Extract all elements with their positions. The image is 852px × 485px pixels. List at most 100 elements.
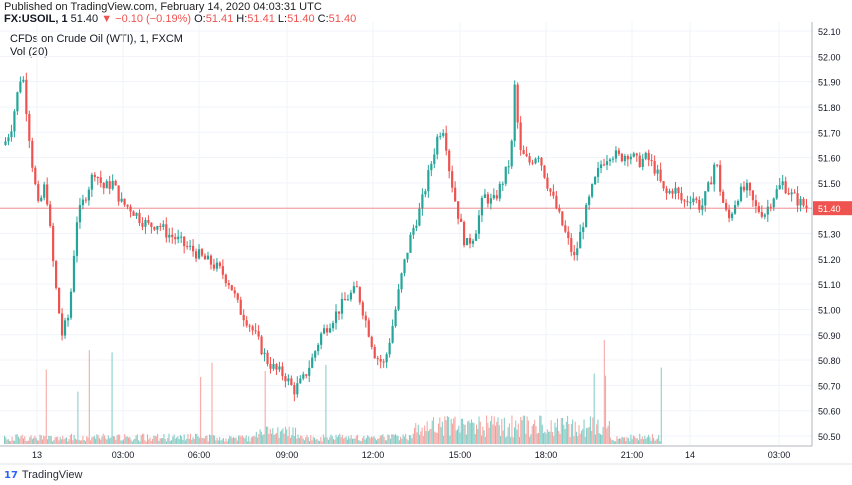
volume-bar	[74, 438, 76, 444]
candle-body	[617, 150, 621, 154]
candle-body	[704, 191, 707, 206]
volume-bar	[229, 435, 231, 444]
volume-bar	[494, 425, 496, 444]
candle-body	[516, 84, 519, 123]
candle-body	[81, 199, 85, 206]
candle-body	[218, 262, 221, 267]
volume-bar	[148, 439, 150, 444]
candle-body	[159, 226, 162, 228]
candle-body	[212, 264, 216, 269]
volume-bar	[102, 433, 104, 444]
candle-body	[96, 177, 99, 179]
candle-body	[111, 180, 114, 189]
volume-bar	[438, 423, 440, 444]
candle-body	[361, 302, 364, 316]
volume-bar	[20, 436, 22, 444]
volume-bar	[537, 433, 540, 444]
volume-legend[interactable]: Vol (20)	[10, 46, 48, 58]
candle-body	[34, 167, 37, 185]
volume-bar	[503, 417, 505, 444]
volume-bar	[364, 439, 366, 444]
candle-body	[561, 211, 564, 226]
volume-bar	[12, 440, 14, 444]
volume-bar	[400, 436, 402, 444]
volume-bar	[589, 416, 591, 444]
volume-bar	[45, 369, 47, 444]
volume-bar	[512, 437, 514, 444]
candle-body	[10, 131, 13, 138]
candle-body	[751, 190, 755, 201]
volume-bar	[606, 428, 608, 444]
volume-bar	[446, 416, 448, 444]
x-tick-label: 14	[685, 450, 695, 460]
candle-body	[367, 320, 370, 337]
series-legend[interactable]: CFDs on Crude Oil (WTI), 1, FXCM	[10, 33, 183, 45]
volume-bar	[149, 437, 151, 444]
volume-bar	[583, 419, 585, 444]
candle-body	[430, 163, 433, 171]
volume-bar	[551, 431, 553, 444]
volume-bar	[296, 438, 298, 444]
volume-bar	[493, 416, 495, 444]
volume-bar	[190, 433, 192, 444]
volume-bar	[613, 441, 615, 444]
volume-bar	[513, 427, 515, 444]
volume-bar	[506, 436, 508, 444]
volume-bar	[62, 435, 64, 444]
candle-body	[4, 141, 7, 145]
volume-bar	[279, 431, 281, 444]
volume-bar	[411, 438, 413, 444]
candle-body	[194, 251, 198, 259]
current-price: 51.40	[70, 13, 99, 25]
volume-bar	[451, 423, 453, 444]
candle-body	[132, 211, 135, 216]
volume-bar	[607, 425, 609, 444]
volume-bar	[629, 441, 631, 444]
volume-bar	[434, 431, 436, 444]
volume-bar	[263, 434, 265, 444]
candle-body	[701, 205, 704, 210]
volume-bar	[121, 440, 123, 444]
volume-bar	[208, 434, 211, 444]
volume-bar	[505, 437, 507, 444]
volume-bar	[225, 438, 227, 444]
volume-bar	[268, 433, 270, 444]
volume-bar	[36, 440, 38, 444]
y-tick-label: 50.60	[818, 407, 841, 417]
candle-body	[623, 155, 626, 162]
volume-bar	[454, 416, 456, 444]
candle-body	[698, 199, 701, 210]
volume-bar	[658, 434, 660, 444]
volume-bar	[464, 424, 466, 444]
volume-bar	[206, 435, 208, 444]
candle-body	[653, 160, 656, 174]
volume-bar	[481, 435, 483, 444]
volume-bar	[278, 437, 280, 444]
candle-body	[43, 184, 46, 198]
y-tick-label: 51.80	[818, 103, 841, 113]
volume-bar	[103, 435, 105, 444]
volume-bar	[111, 352, 113, 444]
volume-bar	[24, 436, 26, 444]
candle-body	[337, 311, 341, 314]
volume-bar	[221, 439, 223, 444]
candle-body	[805, 205, 808, 209]
volume-bar	[548, 431, 550, 444]
y-tick-label: 51.50	[818, 179, 841, 189]
volume-bar	[143, 433, 145, 444]
candle-body	[102, 182, 105, 189]
candle-body	[507, 166, 510, 168]
candle-body	[308, 367, 311, 376]
volume-bar	[244, 438, 246, 444]
candle-body	[272, 364, 275, 369]
volume-bar	[187, 433, 189, 444]
candle-body	[757, 206, 760, 212]
volume-bar	[226, 441, 228, 444]
volume-bar	[97, 435, 99, 444]
candle-body	[799, 198, 802, 206]
candle-body	[671, 190, 674, 194]
candle-body	[349, 292, 353, 300]
volume-bar	[57, 436, 59, 444]
candle-body	[251, 326, 254, 331]
